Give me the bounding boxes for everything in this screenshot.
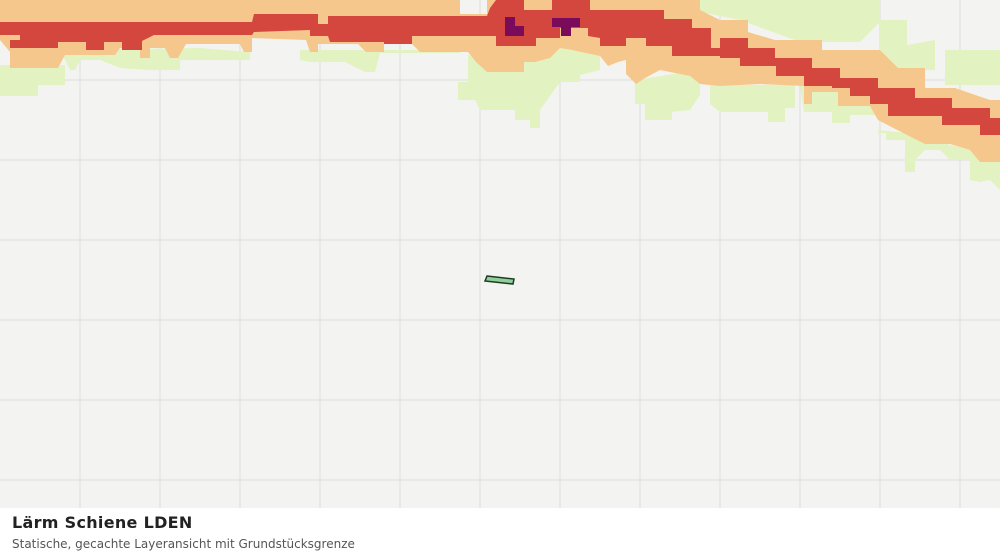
map-title: Lärm Schiene LDEN	[12, 513, 193, 532]
caption: Lärm Schiene LDEN Statische, gecachte La…	[0, 508, 1000, 560]
parcel-boundary[interactable]	[483, 275, 515, 285]
noise-zone-very-high	[505, 17, 580, 36]
map-subtitle: Statische, gecachte Layeransicht mit Gru…	[12, 537, 355, 551]
noise-zone-high	[0, 0, 1000, 135]
noise-zone-medium	[0, 0, 1000, 162]
map	[0, 0, 1000, 508]
